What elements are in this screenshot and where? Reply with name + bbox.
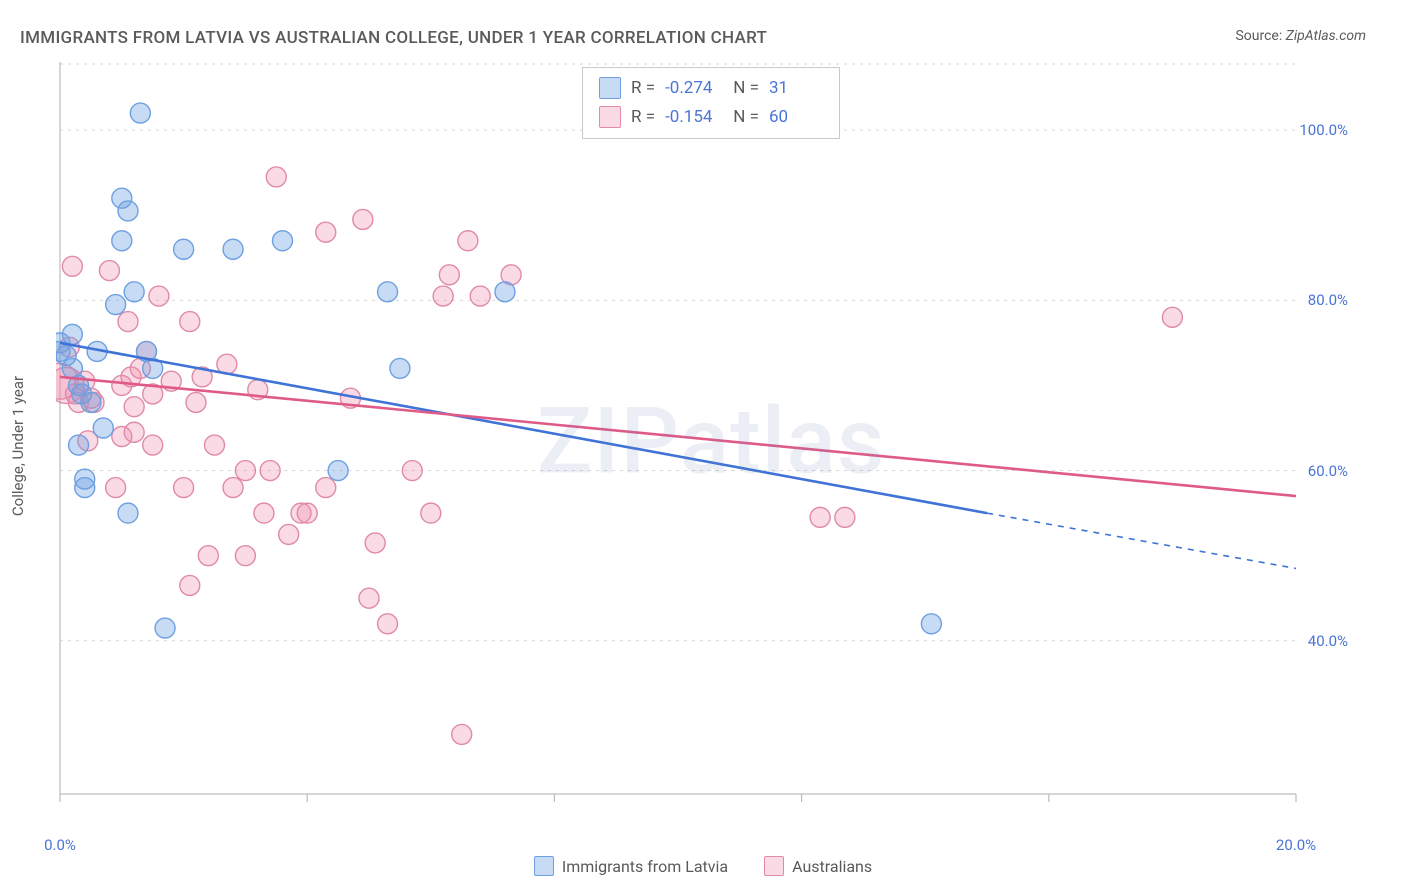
- legend-label: Australians: [792, 857, 872, 876]
- source-attribution: Source: ZipAtlas.com: [1235, 28, 1366, 44]
- data-point: [143, 435, 163, 455]
- data-point: [433, 286, 453, 306]
- data-point: [106, 295, 126, 315]
- data-point: [452, 724, 472, 744]
- data-point: [266, 167, 286, 187]
- data-point: [118, 201, 138, 221]
- data-point: [75, 478, 95, 498]
- data-point: [458, 231, 478, 251]
- stat-r-label: R =: [631, 103, 655, 132]
- data-point: [174, 478, 194, 498]
- data-point: [359, 588, 379, 608]
- x-tick-label: 20.0%: [1276, 836, 1316, 854]
- data-point: [149, 286, 169, 306]
- y-tick-label: 100.0%: [1299, 121, 1348, 139]
- data-point: [62, 324, 82, 344]
- data-point: [118, 503, 138, 523]
- source-link[interactable]: ZipAtlas.com: [1286, 28, 1366, 44]
- legend-swatch: [764, 856, 784, 876]
- stat-r-value: -0.274: [665, 74, 719, 103]
- data-point: [180, 312, 200, 332]
- source-label: Source:: [1235, 28, 1282, 44]
- data-point: [921, 614, 941, 634]
- scatter-plot-svg: [56, 62, 1366, 822]
- y-tick-label: 60.0%: [1308, 462, 1348, 480]
- data-point: [272, 231, 292, 251]
- data-point: [124, 282, 144, 302]
- data-point: [297, 503, 317, 523]
- data-point: [198, 546, 218, 566]
- y-axis-label: College, Under 1 year: [9, 376, 27, 516]
- y-tick-label: 40.0%: [1308, 632, 1348, 650]
- legend-swatch: [599, 106, 621, 128]
- data-point: [223, 239, 243, 259]
- stat-r-label: R =: [631, 74, 655, 103]
- data-point: [186, 392, 206, 412]
- data-point: [260, 461, 280, 481]
- data-point: [180, 575, 200, 595]
- data-point: [81, 392, 101, 412]
- data-point: [124, 422, 144, 442]
- data-point: [93, 418, 113, 438]
- legend-swatch: [599, 77, 621, 99]
- stat-n-value: 60: [769, 103, 823, 132]
- data-point: [205, 435, 225, 455]
- legend-label: Immigrants from Latvia: [562, 857, 728, 876]
- data-point: [365, 533, 385, 553]
- data-point: [316, 478, 336, 498]
- data-point: [810, 507, 830, 527]
- legend-item: Immigrants from Latvia: [534, 856, 728, 876]
- data-point: [235, 546, 255, 566]
- stats-row: R = -0.154 N = 60: [599, 103, 823, 132]
- data-point: [254, 503, 274, 523]
- x-tick-label: 0.0%: [44, 836, 76, 854]
- data-point: [439, 265, 459, 285]
- correlation-stats-box: R = -0.274 N = 31 R = -0.154 N = 60: [582, 67, 840, 139]
- chart-title: IMMIGRANTS FROM LATVIA VS AUSTRALIAN COL…: [20, 28, 767, 48]
- legend-item: Australians: [764, 856, 872, 876]
- data-point: [328, 461, 348, 481]
- data-point: [495, 282, 515, 302]
- data-point: [69, 435, 89, 455]
- data-point: [112, 231, 132, 251]
- data-point: [470, 286, 490, 306]
- data-point: [378, 614, 398, 634]
- stat-n-label: N =: [729, 74, 759, 103]
- data-point: [235, 461, 255, 481]
- data-point: [390, 358, 410, 378]
- data-point: [155, 618, 175, 638]
- legend-swatch: [534, 856, 554, 876]
- data-point: [1162, 307, 1182, 327]
- y-tick-label: 80.0%: [1308, 291, 1348, 309]
- data-point: [316, 222, 336, 242]
- stat-r-value: -0.154: [665, 103, 719, 132]
- chart-plot-area: 40.0%60.0%80.0%100.0% 0.0%20.0% ZIPatlas…: [56, 62, 1366, 822]
- trend-line-extrapolated: [987, 513, 1296, 568]
- data-point: [353, 209, 373, 229]
- data-point: [62, 256, 82, 276]
- data-point: [835, 507, 855, 527]
- stat-n-label: N =: [729, 103, 759, 132]
- data-point: [174, 239, 194, 259]
- data-point: [124, 397, 144, 417]
- data-point: [223, 478, 243, 498]
- stat-n-value: 31: [769, 74, 823, 103]
- data-point: [99, 261, 119, 281]
- data-point: [118, 312, 138, 332]
- data-point: [421, 503, 441, 523]
- legend: Immigrants from Latvia Australians: [0, 856, 1406, 876]
- stats-row: R = -0.274 N = 31: [599, 74, 823, 103]
- data-point: [130, 103, 150, 123]
- data-point: [402, 461, 422, 481]
- data-point: [279, 524, 299, 544]
- data-point: [106, 478, 126, 498]
- data-point: [378, 282, 398, 302]
- trend-line: [60, 343, 987, 513]
